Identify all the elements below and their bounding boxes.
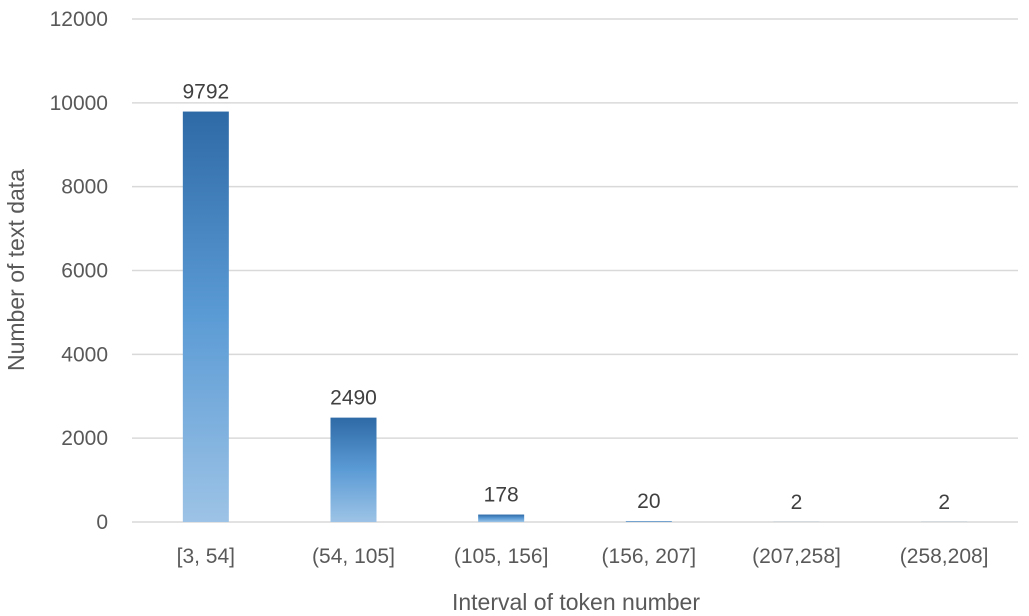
bar (478, 514, 525, 522)
bar (330, 417, 377, 522)
x-tick-label: (156, 207] (602, 545, 697, 568)
x-axis-ticks: [3, 54] (54, 105] (105, 156] (156, 207] (207… (177, 545, 989, 568)
y-axis-title: Number of text data (3, 169, 29, 371)
y-tick-label: 2000 (61, 427, 108, 450)
bars (182, 111, 968, 522)
y-tick-label: 0 (96, 511, 108, 534)
bar (182, 111, 229, 522)
x-tick-label: (105, 156] (454, 545, 549, 568)
data-label: 178 (484, 484, 519, 507)
y-tick-label: 12000 (50, 8, 108, 31)
y-tick-label: 10000 (50, 92, 108, 115)
y-tick-label: 8000 (61, 176, 108, 199)
y-tick-label: 6000 (61, 260, 108, 283)
data-label: 2 (938, 491, 950, 514)
x-tick-label: (54, 105] (312, 545, 395, 568)
x-axis-title: Interval of token number (452, 589, 700, 615)
x-tick-label: [3, 54] (177, 545, 235, 568)
gridlines (132, 18, 1018, 523)
data-label: 20 (637, 490, 660, 513)
data-label: 9792 (182, 81, 229, 104)
data-label: 2 (791, 491, 803, 514)
data-label: 2490 (330, 387, 377, 410)
x-tick-label: (207,258] (752, 545, 841, 568)
y-axis-ticks: 0 2000 4000 6000 8000 10000 12000 (50, 8, 108, 534)
y-tick-label: 4000 (61, 343, 108, 366)
bar (625, 521, 672, 522)
x-tick-label: (258,208] (900, 545, 989, 568)
data-labels: 9792 2490 178 20 2 2 (182, 81, 950, 514)
